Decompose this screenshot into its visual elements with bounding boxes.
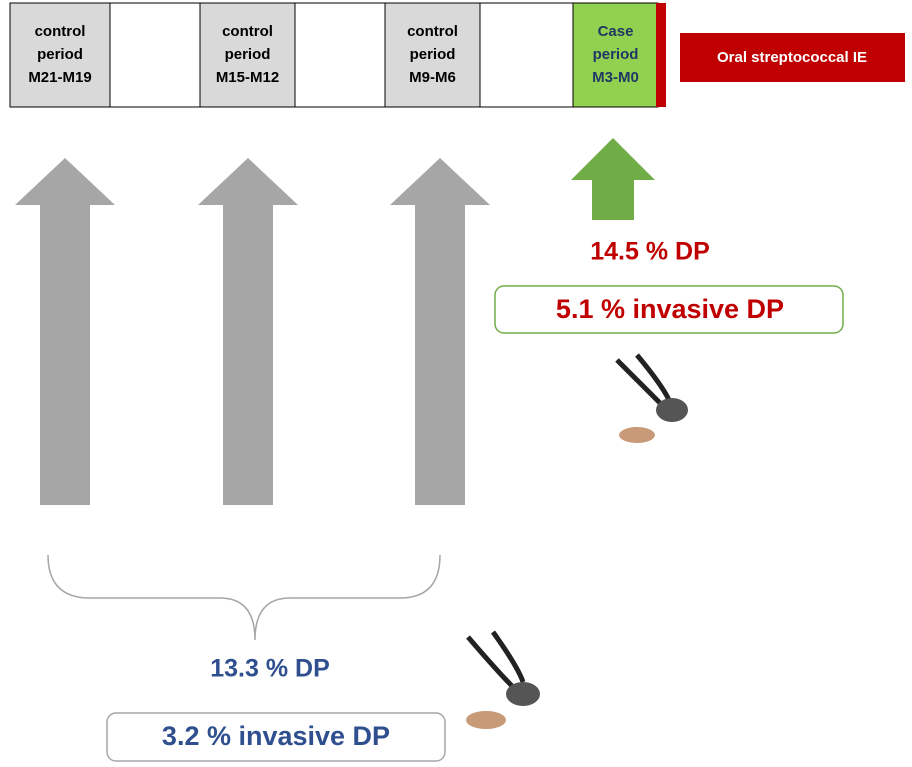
- forceps-image: [458, 632, 548, 740]
- timeline-gap: [480, 3, 573, 107]
- period-label: period: [225, 46, 271, 63]
- case-invasive: 5.1 % invasive DP: [556, 294, 784, 324]
- period-label: control: [222, 23, 273, 40]
- case-dp: 14.5 % DP: [590, 238, 710, 266]
- timeline-gap: [110, 3, 200, 107]
- event-marker: [656, 3, 666, 107]
- diagram: control period M21-M19 control period M15-M12…: [0, 0, 912, 762]
- period-label: M9-M6: [409, 69, 456, 86]
- arrow: [390, 158, 490, 505]
- control-dp: 13.3 % DP: [210, 655, 330, 683]
- period-label: Case: [598, 23, 634, 40]
- period-label: period: [410, 46, 456, 63]
- brace: [48, 555, 440, 640]
- control-invasive: 3.2 % invasive DP: [162, 721, 390, 751]
- period-label: M3-M0: [592, 69, 639, 86]
- period-label: control: [407, 23, 458, 40]
- period-label: control: [35, 23, 86, 40]
- case-arrow: [571, 138, 655, 220]
- control-arrows: [15, 158, 490, 505]
- forceps-image: [607, 350, 693, 455]
- period-label: period: [37, 46, 83, 63]
- arrow: [15, 158, 115, 505]
- timeline-gap: [295, 3, 385, 107]
- arrow: [198, 158, 298, 505]
- period-label: period: [593, 46, 639, 63]
- period-label: M15-M12: [216, 69, 279, 86]
- event-label: Oral streptococcal IE: [717, 49, 867, 66]
- period-label: M21-M19: [28, 69, 91, 86]
